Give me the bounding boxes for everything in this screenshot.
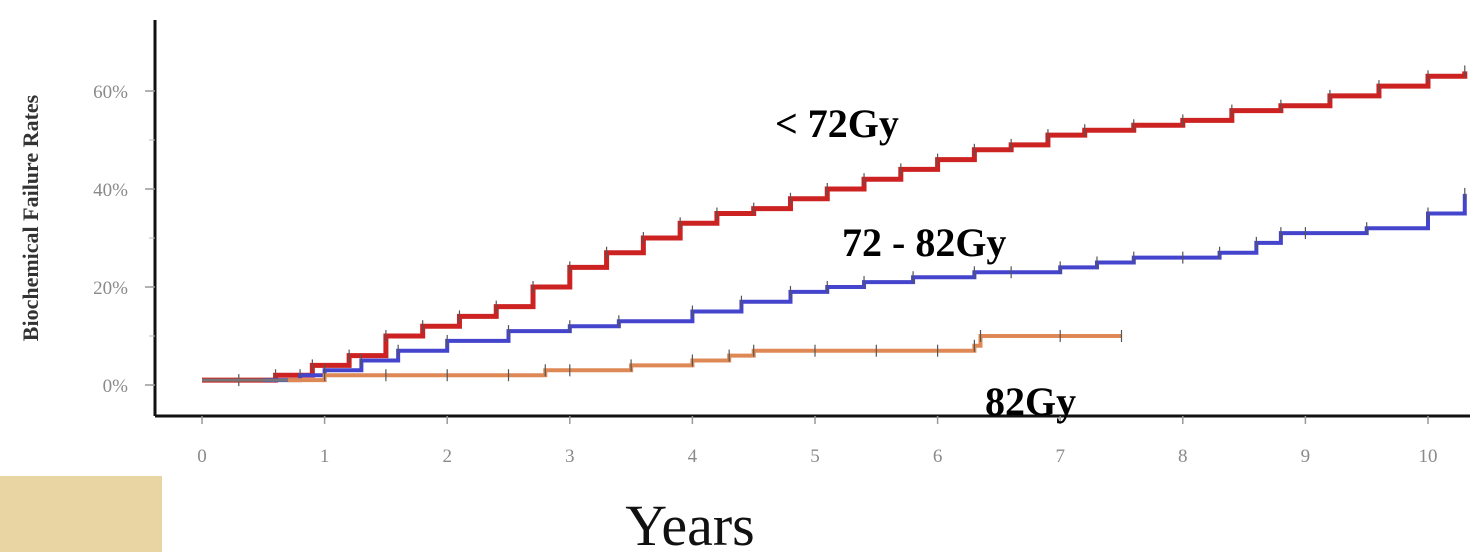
- y-tick-label: 40%: [93, 180, 128, 201]
- series-line: [287, 334, 1122, 383]
- y-axis-label: Biochemical Failure Rates: [18, 94, 43, 341]
- y-tick-label: 0%: [103, 376, 129, 397]
- x-tick-label: 6: [933, 446, 943, 467]
- ticks: 0 1 2 3 4 5 6 7 8 9 10 0% 20% 40% 60%: [93, 82, 1437, 467]
- y-tick-label: 20%: [93, 278, 128, 299]
- x-tick-label: 3: [565, 446, 575, 467]
- x-tick-label: 10: [1419, 446, 1438, 467]
- x-tick-label: 2: [442, 446, 452, 467]
- series-group: [263, 187, 1467, 383]
- x-tick-label: 9: [1301, 446, 1311, 467]
- series-label-lt72: < 72Gy: [775, 101, 899, 146]
- x-tick-label: 7: [1055, 446, 1065, 467]
- y-tick-label: 60%: [93, 82, 128, 103]
- x-axis-label: Years: [625, 493, 754, 552]
- series-label-82: 82Gy: [985, 379, 1076, 424]
- series-label-72-82: 72 - 82Gy: [842, 220, 1006, 265]
- axes: [153, 20, 1470, 418]
- x-tick-label: 1: [320, 446, 330, 467]
- x-tick-label: 5: [810, 446, 820, 467]
- corner-decoration: [0, 476, 162, 552]
- series: [202, 65, 1468, 387]
- series-group: [287, 330, 1123, 383]
- x-tick-label: 4: [688, 446, 698, 467]
- x-tick-label: 0: [197, 446, 207, 467]
- x-tick-label: 8: [1178, 446, 1188, 467]
